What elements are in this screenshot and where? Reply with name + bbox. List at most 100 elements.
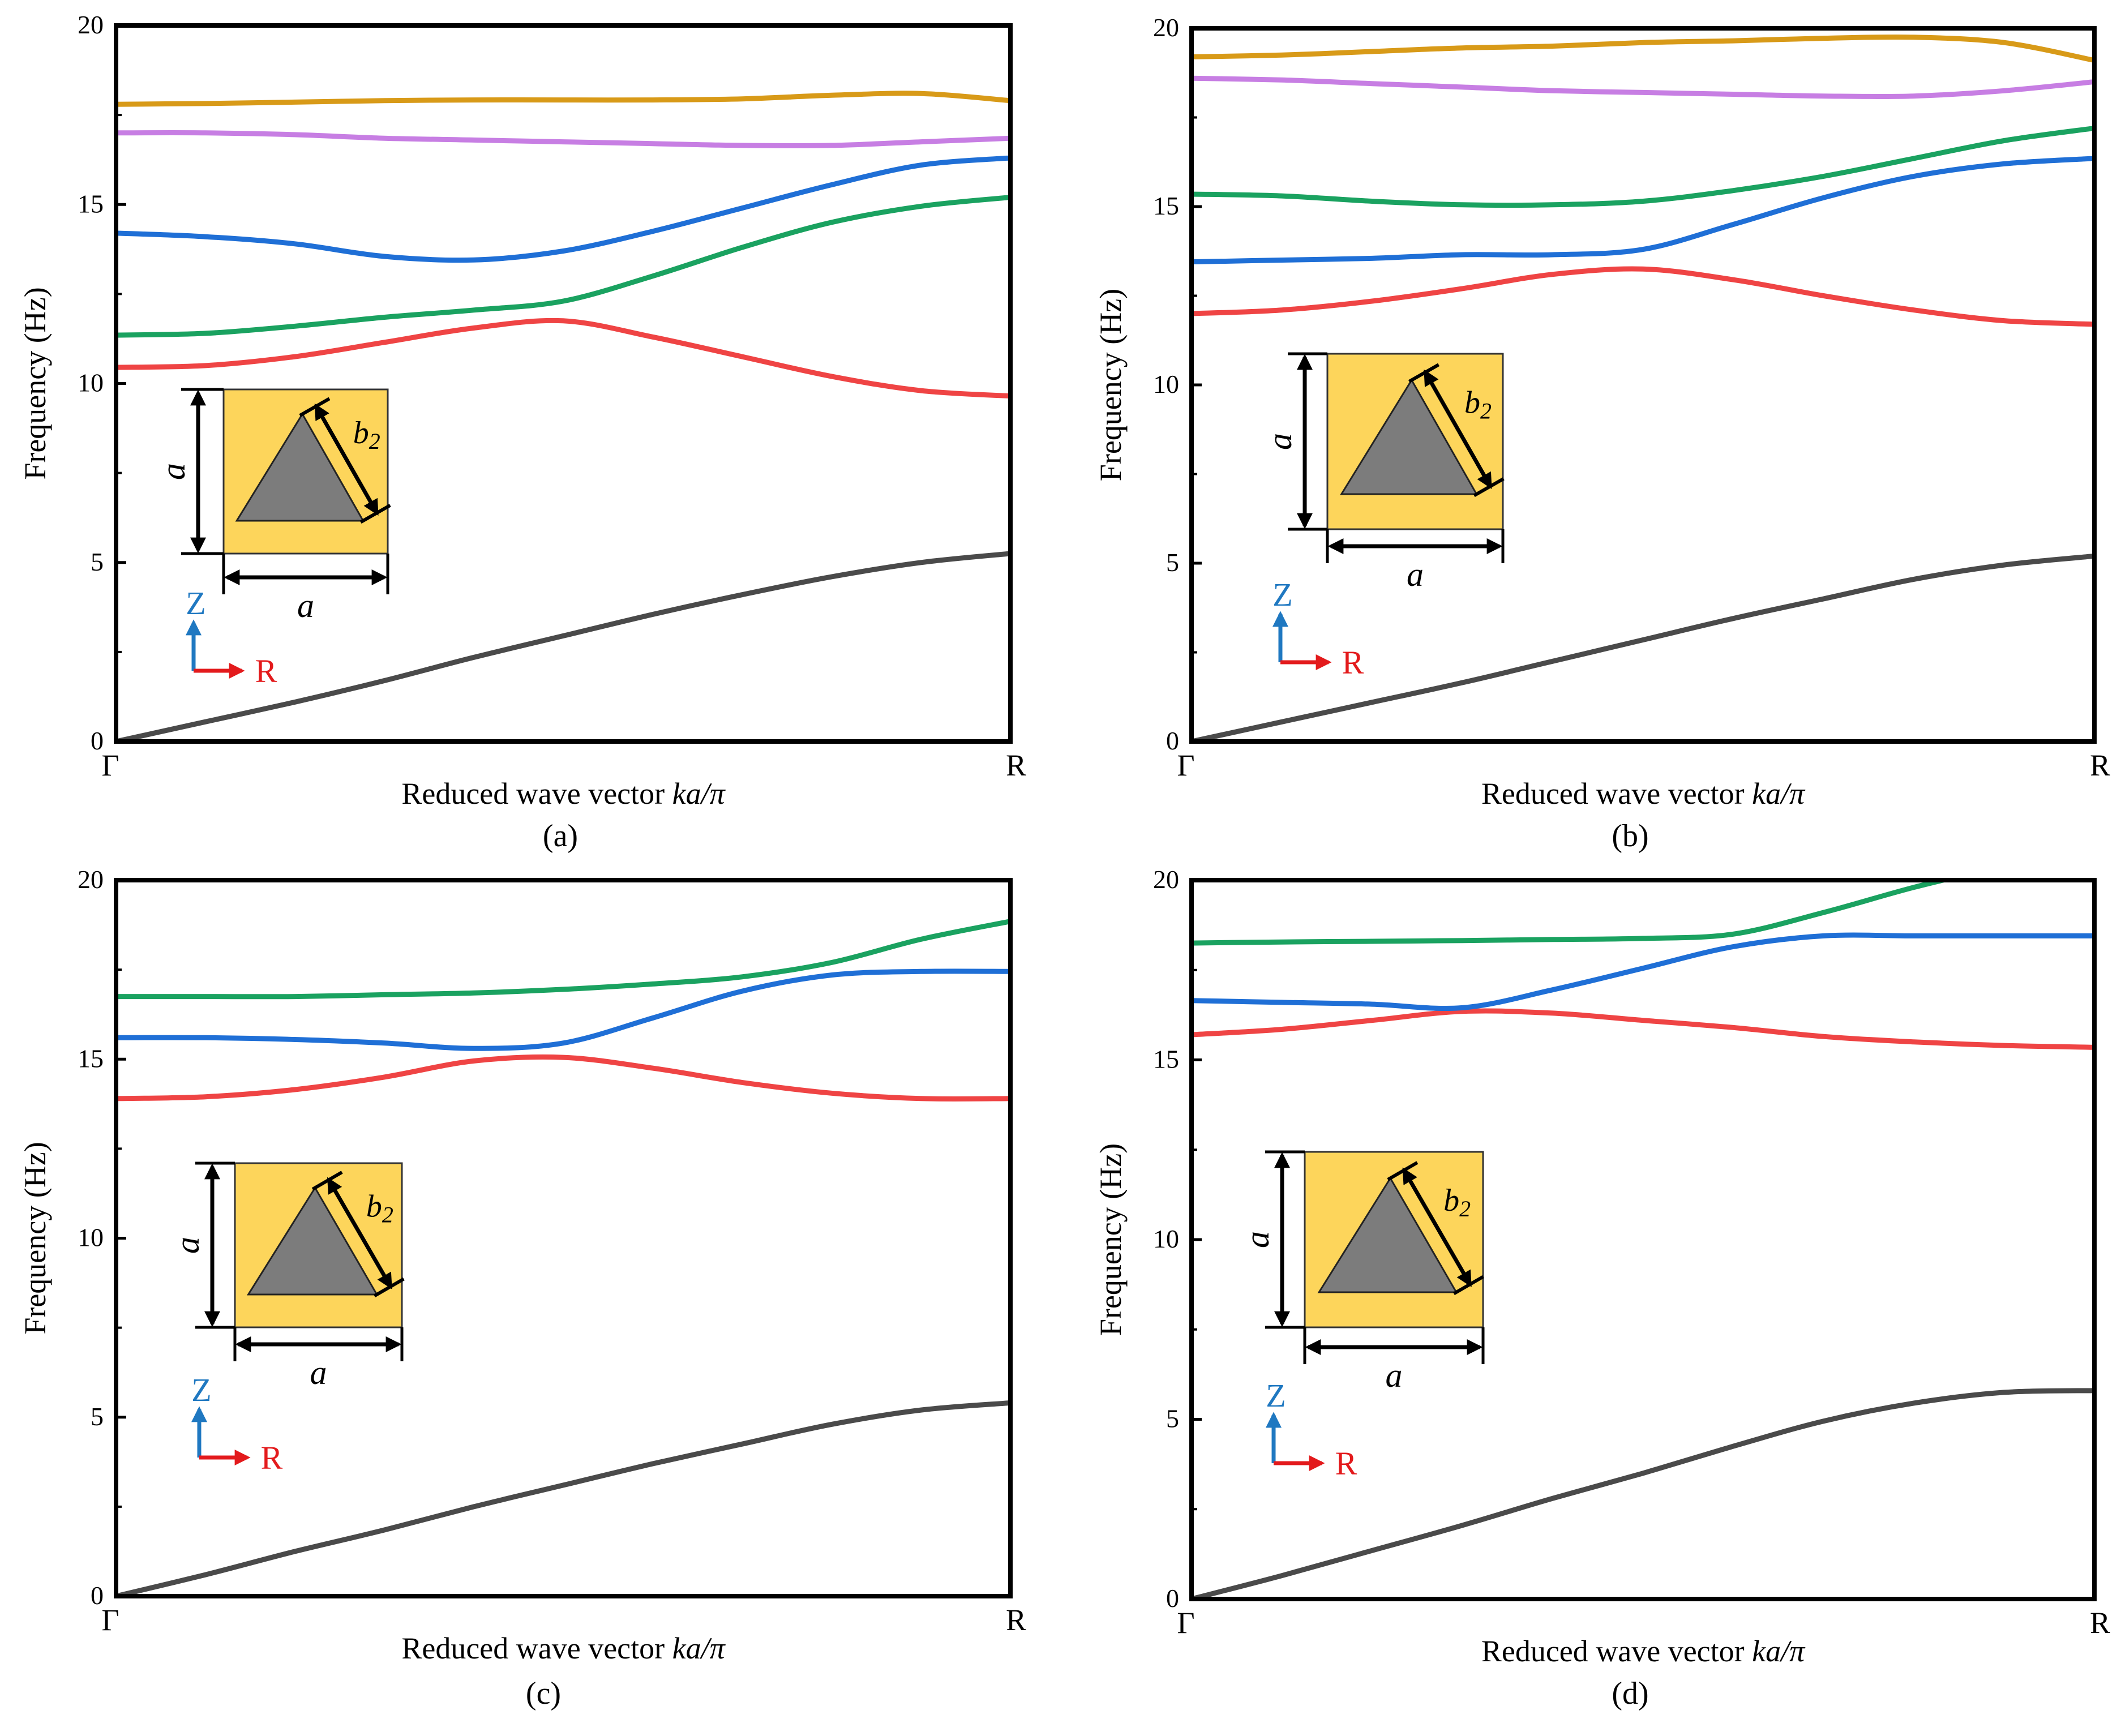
plot-frame: [114, 878, 1013, 1598]
a-horizontal-label: a: [310, 1354, 327, 1391]
y-tick-label: 0: [1166, 1584, 1179, 1613]
panel-b: 0 5 10 15 20 Γ R Reduced wave vector ka/π Freque…: [1094, 13, 2110, 854]
plot-frame: [114, 23, 1013, 744]
panel-caption: (b): [1612, 818, 1648, 854]
z-axis-label: Z: [1266, 1377, 1286, 1414]
y-axis-label: Frequency (Hz): [18, 287, 52, 479]
plot-frame: [1189, 26, 2097, 744]
r-axis-label: R: [1342, 644, 1364, 681]
y-tick-label: 15: [78, 1044, 104, 1073]
a-vertical-label: a: [169, 1237, 206, 1254]
x-axis-label: Reduced wave vector ka/π: [401, 1631, 726, 1665]
a-horizontal-label: a: [297, 587, 314, 624]
y-tick-label: 5: [91, 547, 104, 576]
series-line-band-4: [116, 968, 1010, 1051]
x-tick-label-r: R: [2090, 1606, 2110, 1640]
x-tick-label-gamma: Γ: [1177, 748, 1194, 782]
y-tick-label: 5: [1166, 1404, 1179, 1433]
y-tick-label: 5: [1166, 548, 1179, 577]
y-tick-label: 0: [1166, 726, 1179, 755]
y-tick-label: 20: [78, 865, 104, 894]
z-axis-label: Z: [191, 1371, 211, 1408]
series-line-band-6: [1192, 34, 2094, 63]
series-group: [116, 91, 1010, 741]
x-tick-label-gamma: Γ: [1177, 1606, 1194, 1640]
b2-label: b2: [1464, 385, 1492, 424]
unit-cell-inset: b2 a a: [155, 388, 391, 624]
series-line-band-4: [116, 155, 1010, 263]
unit-cell-inset: b2 a a: [1239, 1150, 1485, 1394]
series-line-band-3: [116, 195, 1010, 338]
x-tick-label-gamma: Γ: [101, 1603, 119, 1637]
b2-dimension-arrow: [1424, 369, 1492, 490]
a-horizontal-label: a: [1407, 556, 1424, 593]
y-tick-label: 10: [78, 1223, 104, 1252]
series-line-band-3: [1192, 880, 1954, 946]
x-tick-label-gamma: Γ: [101, 748, 119, 782]
series-line-band-2: [1192, 1008, 2094, 1050]
panel-caption: (c): [526, 1676, 561, 1711]
coordinate-axes-indicator: ZR: [1266, 1377, 1357, 1482]
y-tick-label: 15: [1153, 1045, 1179, 1074]
unit-cell-inset: b2 a a: [169, 1161, 405, 1391]
x-axis-label: Reduced wave vector ka/π: [1481, 777, 1806, 811]
b2-dimension-arrow: [327, 1177, 393, 1289]
series-group: [116, 919, 1010, 1596]
panel-caption: (a): [543, 818, 578, 854]
series-line-band-5: [1192, 75, 2094, 100]
panel-caption: (d): [1612, 1676, 1648, 1711]
series-line-band-1: [116, 1400, 1010, 1596]
y-axis-label: Frequency (Hz): [18, 1142, 52, 1334]
coordinate-axes-indicator: ZR: [186, 585, 277, 689]
coordinate-axes-indicator: ZR: [191, 1371, 283, 1476]
y-tick-label: 10: [1153, 1224, 1179, 1253]
series-line-band-1: [1192, 553, 2094, 741]
y-tick-label: 20: [78, 10, 104, 39]
series-line-band-2: [116, 1054, 1010, 1102]
y-axis-label: Frequency (Hz): [1094, 289, 1128, 481]
b2-label: b2: [366, 1189, 393, 1228]
y-tick-label: 0: [91, 1581, 104, 1610]
y-tick-label: 15: [78, 189, 104, 218]
y-axis-label: Frequency (Hz): [1094, 1143, 1128, 1336]
r-axis-label: R: [1335, 1445, 1357, 1482]
b2-label: b2: [1443, 1183, 1471, 1221]
a-horizontal-label: a: [1386, 1357, 1403, 1394]
b2-label: b2: [353, 415, 380, 454]
series-line-band-3: [116, 919, 1010, 1000]
series-line-band-4: [1192, 932, 2094, 1011]
y-tick-label: 0: [91, 726, 104, 755]
y-tick-label: 10: [78, 368, 104, 397]
series-line-band-3: [1192, 125, 2094, 208]
r-axis-label: R: [261, 1439, 283, 1476]
x-tick-label-r: R: [1006, 1603, 1026, 1637]
series-line-band-1: [1192, 1388, 2094, 1599]
series-line-band-1: [116, 551, 1010, 741]
a-vertical-label: a: [155, 463, 192, 480]
series-group: [1192, 34, 2094, 741]
panel-d: 0 5 10 15 20 Γ R Reduced wave vector ka/π Freque…: [1094, 865, 2110, 1711]
y-tick-label: 10: [1153, 370, 1179, 398]
r-axis-label: R: [255, 653, 277, 689]
series-line-band-2: [116, 318, 1010, 399]
x-tick-label-r: R: [1006, 748, 1026, 782]
y-tick-label: 20: [1153, 13, 1179, 42]
x-axis-label: Reduced wave vector ka/π: [401, 777, 726, 811]
series-line-band-6: [116, 91, 1010, 107]
x-axis-label: Reduced wave vector ka/π: [1481, 1634, 1806, 1668]
series-line-band-5: [116, 130, 1010, 148]
coordinate-axes-indicator: ZR: [1272, 576, 1364, 681]
series-line-band-4: [1192, 156, 2094, 265]
unit-cell-inset: b2 a a: [1261, 352, 1505, 593]
plot-frame: [1189, 878, 2097, 1601]
z-axis-label: Z: [1272, 576, 1292, 613]
a-vertical-label: a: [1239, 1231, 1276, 1248]
z-axis-label: Z: [186, 585, 205, 621]
y-tick-label: 5: [91, 1402, 104, 1431]
series-line-band-2: [1192, 266, 2094, 327]
a-vertical-label: a: [1261, 433, 1299, 450]
panel-a: 0 5 10 15 20 Γ R Reduced wave vector ka/π Freque…: [18, 10, 1026, 854]
panel-c: 0 5 10 15 20 Γ R Reduced wave vector ka/π Freque…: [18, 865, 1026, 1711]
b2-dimension-arrow: [314, 403, 379, 516]
